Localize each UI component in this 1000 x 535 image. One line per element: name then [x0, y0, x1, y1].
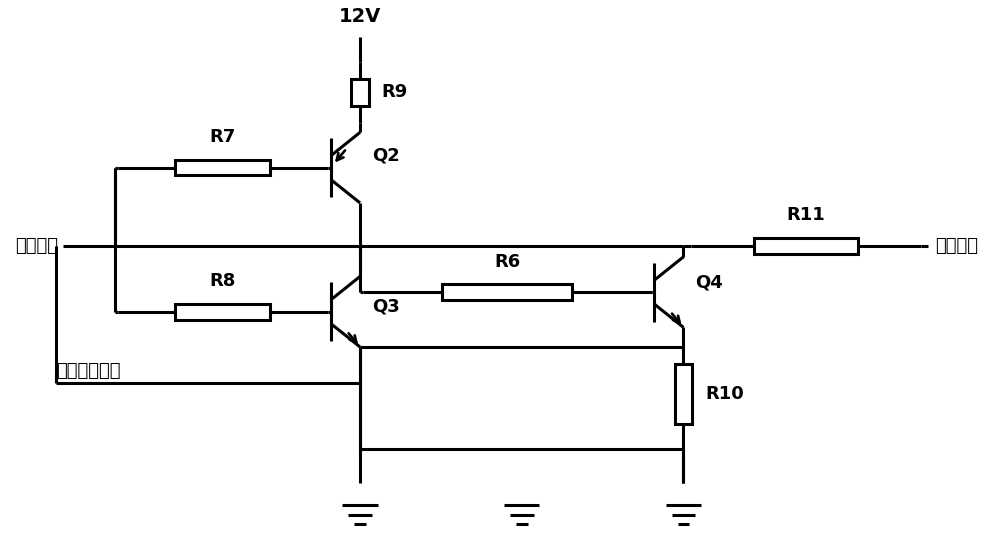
Text: R9: R9 — [382, 83, 408, 101]
Text: 限流启动电路: 限流启动电路 — [56, 362, 121, 379]
Text: 控制信号: 控制信号 — [15, 237, 58, 255]
Bar — [175, 160, 270, 175]
Text: 12V: 12V — [339, 6, 381, 26]
Bar — [754, 238, 858, 254]
Bar — [442, 284, 572, 300]
Text: Q4: Q4 — [695, 273, 723, 292]
Text: R10: R10 — [705, 385, 744, 403]
Text: R7: R7 — [210, 128, 236, 146]
Bar — [351, 79, 369, 106]
Bar — [675, 364, 692, 424]
Text: R8: R8 — [210, 272, 236, 290]
Text: R11: R11 — [787, 207, 825, 225]
Text: R6: R6 — [494, 253, 520, 271]
Bar — [175, 304, 270, 319]
Text: Q3: Q3 — [372, 298, 400, 316]
Text: 开关信号: 开关信号 — [935, 237, 978, 255]
Text: Q2: Q2 — [372, 147, 400, 165]
